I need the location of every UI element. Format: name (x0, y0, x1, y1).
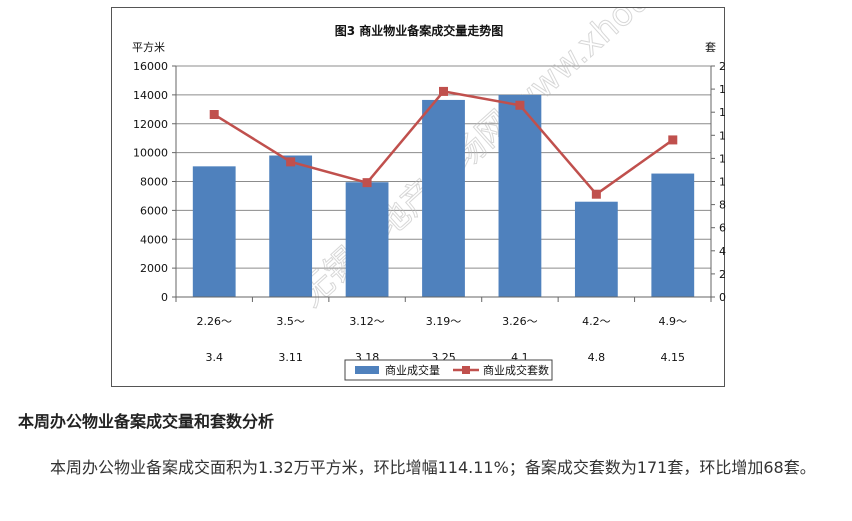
left-tick-label: 8000 (140, 176, 168, 189)
category-label-line1: 3.26～ (502, 315, 538, 328)
bar (422, 99, 465, 297)
bar (498, 94, 542, 297)
commercial-volume-chart: 无锡房地产市场网 www.xhouse.com 1600014000120001… (132, 8, 726, 381)
right-tick-label: 200 (719, 60, 726, 73)
right-tick-label: 40 (719, 245, 726, 258)
right-tick-label: 140 (719, 129, 726, 142)
legend-bar-label: 商业成交量 (385, 363, 440, 377)
chart-title: 图3 商业物业备案成交量走势图 (335, 23, 504, 38)
left-tick-label: 16000 (133, 60, 168, 73)
legend-bar-swatch (355, 366, 379, 374)
bar (269, 155, 313, 297)
left-tick-label: 12000 (133, 118, 168, 131)
line-point (591, 189, 601, 199)
analysis-paragraph: 本周办公物业备案成交面积为1.32万平方米，环比增幅114.11%；备案成交套数… (50, 458, 816, 477)
bar (345, 182, 389, 297)
category-label-line2: 3.4 (205, 351, 223, 364)
section-heading: 本周办公物业备案成交量和套数分析 (18, 412, 275, 431)
line-point (286, 157, 296, 167)
line-point (209, 110, 219, 120)
left-tick-label: 0 (161, 291, 168, 304)
bar (192, 166, 236, 297)
line-point (668, 135, 678, 145)
left-tick-label: 4000 (140, 233, 168, 246)
category-label-line1: 3.5～ (276, 315, 305, 328)
left-tick-label: 14000 (133, 89, 168, 102)
left-tick-label: 10000 (133, 147, 168, 160)
right-tick-label: 160 (719, 106, 726, 119)
bar (651, 173, 695, 297)
right-axis-unit: 套 (705, 41, 716, 54)
line-point (362, 178, 372, 188)
left-tick-label: 6000 (140, 204, 168, 217)
category-label-line1: 3.12～ (349, 315, 385, 328)
category-label-line1: 4.9～ (659, 315, 688, 328)
right-tick-label: 80 (719, 199, 726, 212)
category-label-line1: 4.2～ (582, 315, 611, 328)
right-tick-label: 100 (719, 176, 726, 189)
right-tick-label: 180 (719, 83, 726, 96)
legend-line-label: 商业成交套数 (483, 363, 549, 377)
category-label-line2: 3.11 (278, 351, 303, 364)
line-point (439, 86, 448, 96)
right-tick-label: 0 (719, 291, 726, 304)
legend-line-marker (462, 366, 470, 374)
left-axis-unit: 平方米 (132, 40, 165, 54)
left-tick-label: 2000 (140, 262, 168, 275)
category-label-line2: 4.15 (661, 351, 686, 364)
chart-frame: 无锡房地产市场网 www.xhouse.com 16000 14000 12000 1… (111, 7, 726, 387)
legend-box (344, 359, 553, 381)
right-tick-label: 120 (719, 152, 726, 165)
category-label-line1: 2.26～ (196, 315, 232, 328)
right-tick-label: 20 (719, 268, 726, 281)
right-tick-label: 60 (719, 222, 726, 235)
category-label-line1: 3.19～ (426, 315, 462, 328)
category-label-line2: 4.8 (588, 351, 606, 364)
line-point (515, 100, 525, 110)
bar (574, 201, 618, 297)
